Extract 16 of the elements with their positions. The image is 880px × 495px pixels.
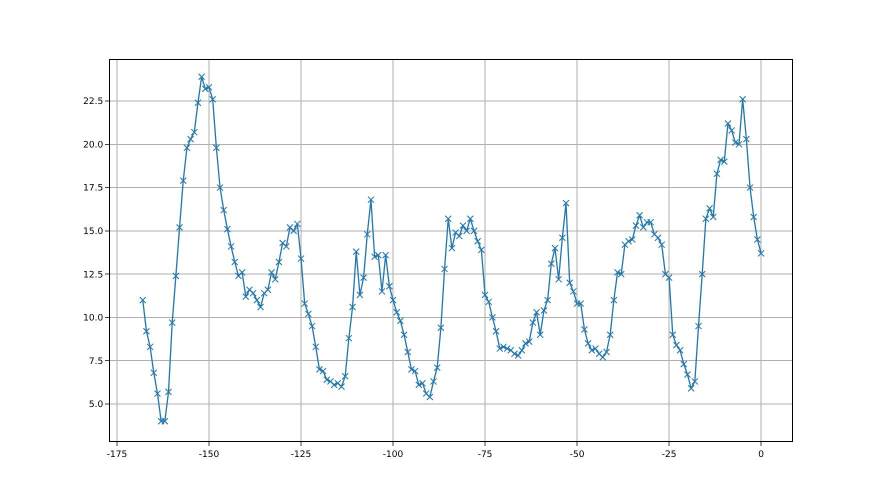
y-tick-label: 15.0 — [83, 227, 104, 237]
y-tick-label: 20.0 — [83, 140, 104, 150]
y-tick-label: 10.0 — [83, 314, 104, 324]
x-tick-label: -175 — [106, 450, 128, 460]
x-tick-label: -100 — [382, 450, 404, 460]
y-tick-label: 22.5 — [83, 97, 104, 108]
y-tick-label: 5.0 — [88, 400, 104, 410]
y-tick-label: 7.5 — [88, 356, 104, 367]
y-tick-label: 12.5 — [83, 270, 104, 280]
x-tick-label: -150 — [198, 450, 220, 460]
x-tick-label: -50 — [570, 450, 585, 460]
x-tick-label: 0 — [758, 450, 764, 460]
x-tick-label: -125 — [290, 450, 312, 460]
y-tick-label: 17.5 — [83, 184, 104, 194]
x-tick-label: -25 — [662, 450, 676, 460]
x-tick-label: -75 — [478, 450, 492, 460]
